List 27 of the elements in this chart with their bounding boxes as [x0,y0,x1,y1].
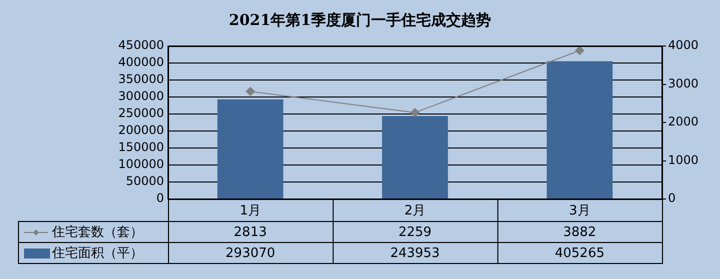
y-tick-label: 350000 [118,72,164,86]
y-tick-label: 50000 [126,174,164,188]
legend-label: 住宅套数（套） [51,224,143,240]
data-label: 293070 [226,246,276,261]
y2-tick-label: 4000 [668,38,699,52]
x-tick-label: 2月 [404,203,426,218]
data-label: 2813 [234,224,267,240]
y2-tick-label: 2000 [668,114,699,129]
y-tick-label: 400000 [118,55,164,70]
y-tick-label: 100000 [118,157,164,172]
data-label: 3882 [563,224,596,240]
y-tick-label: 450000 [118,38,164,52]
x-tick-label: 3月 [569,203,590,218]
y-tick-label: 150000 [118,140,164,154]
x-tick-label: 1月 [240,203,261,218]
y2-tick-label: 0 [668,191,676,206]
data-label: 2259 [398,224,432,240]
y-tick-label: 200000 [118,123,164,138]
data-label: 243953 [390,246,440,261]
chart-title: 2021年第1季度厦门一手住宅成交趋势 [228,10,492,29]
y-tick-label: 250000 [118,106,164,120]
y-tick-label: 300000 [118,89,164,104]
data-label: 405265 [554,246,604,261]
y2-tick-label: 3000 [668,76,699,90]
legend-label: 住宅面积（平） [51,244,143,261]
y-tick-label: 0 [156,191,164,206]
y2-tick-label: 1000 [668,152,699,167]
